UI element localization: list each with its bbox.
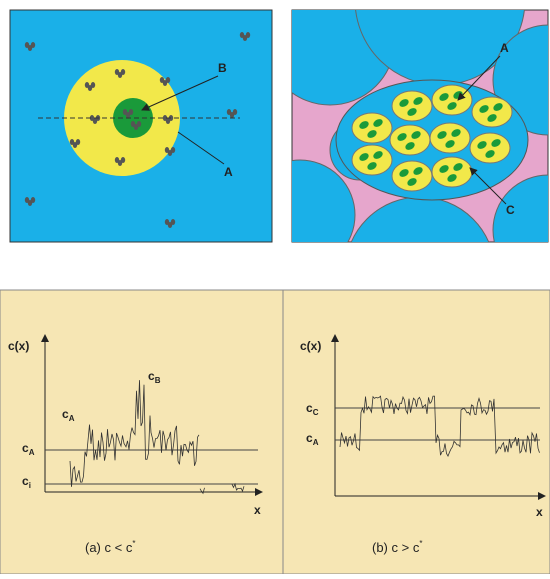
particle [129, 109, 133, 115]
cell [470, 133, 510, 163]
label: A [224, 165, 233, 179]
label: C [506, 203, 515, 217]
x-axis-label: x [536, 505, 543, 519]
particle [121, 157, 125, 163]
subscript: B [155, 376, 161, 385]
particle [233, 109, 237, 115]
subscript: A [69, 414, 75, 423]
particle [171, 147, 175, 153]
particle [171, 219, 175, 225]
label: B [218, 61, 227, 75]
caption-text: (b) c > c [372, 540, 420, 555]
cell [392, 91, 432, 121]
particle [246, 32, 250, 38]
subscript: A [29, 448, 35, 457]
cell [472, 97, 512, 127]
cell [392, 161, 432, 191]
subscript: C [313, 408, 319, 417]
x-axis-label: x [254, 503, 261, 517]
cell [352, 113, 392, 143]
particle [76, 139, 80, 145]
particle [166, 77, 170, 83]
caption: (b) c > c* [372, 539, 422, 555]
figure: B A A C c(x) x cB cA cA ci (a) c < c* c(… [0, 0, 550, 574]
y-axis-label: c(x) [8, 339, 29, 353]
cell [430, 123, 470, 153]
label: A [500, 41, 509, 55]
page: {"panel_a": {"labels": {"b": "B", "a": "… [0, 0, 550, 574]
superscript: * [132, 539, 135, 548]
cell [432, 157, 472, 187]
caption-text: (a) c < c [85, 540, 133, 555]
y-axis-label: c(x) [300, 339, 321, 353]
particle [91, 82, 95, 88]
caption: (a) c < c* [85, 539, 135, 555]
particle [121, 69, 125, 75]
plot-background [0, 290, 550, 574]
particle [137, 121, 141, 127]
superscript: * [419, 539, 422, 548]
subscript: i [29, 481, 31, 490]
particle [31, 197, 35, 203]
subscript: A [313, 438, 319, 447]
particle [31, 42, 35, 48]
cell [432, 85, 472, 115]
cell [352, 145, 392, 175]
cell [390, 125, 430, 155]
